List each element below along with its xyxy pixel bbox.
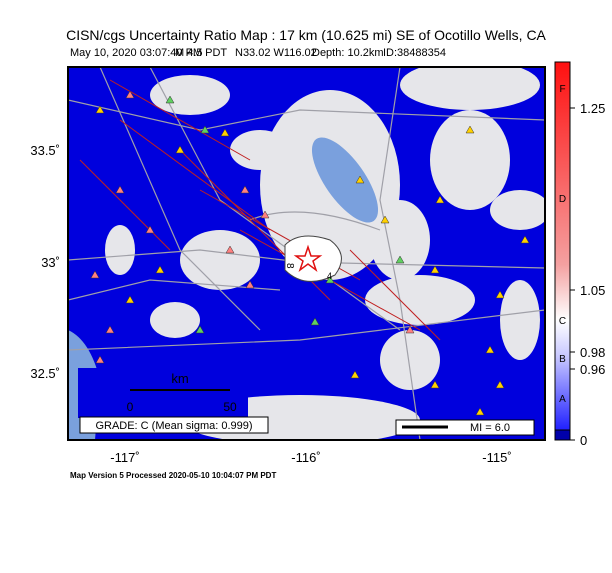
station xyxy=(245,280,255,289)
station xyxy=(155,265,165,274)
scale-bar: km 0 50 xyxy=(78,368,248,418)
low-uncertainty-area xyxy=(150,75,230,115)
station xyxy=(125,90,135,99)
low-uncertainty-area xyxy=(500,280,540,360)
station xyxy=(485,345,495,354)
road xyxy=(68,249,545,269)
station xyxy=(175,145,185,154)
scale-end: 50 xyxy=(223,400,237,414)
low-uncertainty-area xyxy=(150,302,200,338)
station xyxy=(200,125,210,134)
scale-start: 0 xyxy=(127,400,134,414)
low-uncertainty-area xyxy=(430,110,510,210)
station xyxy=(260,210,270,219)
station xyxy=(380,215,390,224)
station xyxy=(355,175,365,184)
colorbar-letter: D xyxy=(559,194,566,205)
road xyxy=(149,67,401,331)
station xyxy=(125,295,135,304)
station xyxy=(405,325,415,334)
info-item: May 10, 2020 03:07:40 PM PDT xyxy=(70,47,227,59)
contour-label: 8 xyxy=(284,263,295,269)
station xyxy=(115,185,125,194)
colorbar-tick-label: 0.96 xyxy=(580,362,605,377)
colorbar-letter: C xyxy=(559,316,566,327)
station xyxy=(430,265,440,274)
colorbar-letter: F xyxy=(559,84,565,95)
info-item: ID:38488354 xyxy=(383,47,446,59)
low-uncertainty-area xyxy=(180,230,260,290)
station xyxy=(395,255,405,264)
colorbar-letter: A xyxy=(559,394,566,405)
lat-label: 33˚ xyxy=(41,255,60,270)
lat-label: 33.5˚ xyxy=(30,143,60,158)
contour-label: 4 xyxy=(327,271,332,281)
colorbar-tick-label: 1.05 xyxy=(580,283,605,298)
colorbar-tick-label: 1.25 xyxy=(580,101,605,116)
station xyxy=(520,235,530,244)
station xyxy=(475,407,485,416)
mi-legend: MI = 6.0 xyxy=(470,422,510,434)
station xyxy=(95,105,105,114)
lon-label: -115˚ xyxy=(482,450,511,465)
station xyxy=(495,380,505,389)
low-uncertainty-area xyxy=(230,130,290,170)
colorbar-letter: B xyxy=(559,354,566,365)
station xyxy=(430,380,440,389)
fault xyxy=(119,119,271,231)
station xyxy=(95,355,105,364)
station xyxy=(225,245,235,254)
station xyxy=(220,128,230,137)
colorbar xyxy=(554,61,571,431)
fault xyxy=(349,249,441,341)
road xyxy=(68,309,545,351)
station xyxy=(165,95,175,104)
lat-label: 32.5˚ xyxy=(30,366,60,381)
road xyxy=(249,211,381,231)
low-uncertainty-area xyxy=(105,225,135,275)
road xyxy=(68,279,281,301)
low-uncertainty-area xyxy=(365,275,475,325)
scale-unit: km xyxy=(171,371,188,386)
road xyxy=(68,99,545,131)
lat-labels: 33.5˚ 33˚ 32.5˚ -117˚ -116˚ -115˚ xyxy=(30,143,511,465)
station xyxy=(350,370,360,379)
station xyxy=(325,275,335,284)
road xyxy=(99,67,261,331)
fault xyxy=(79,159,171,251)
low-uncertainty-area xyxy=(380,330,440,390)
grade: GRADE: C (Mean sigma: 0.999) xyxy=(95,420,252,432)
colorbar-tick-label: 0.98 xyxy=(580,345,605,360)
road xyxy=(379,67,421,440)
info-item: Depth: 10.2km xyxy=(312,47,384,59)
station xyxy=(240,185,250,194)
station xyxy=(495,290,505,299)
station xyxy=(195,325,205,334)
colorbar-labels: F D C B A 1.25 1.05 0.98 0.96 0 xyxy=(559,84,605,448)
footer: Map Version 5 Processed 2020-05-10 10:04… xyxy=(70,471,276,480)
fault xyxy=(109,79,251,161)
station xyxy=(435,195,445,204)
low-uncertainty-area xyxy=(490,190,545,230)
lon-label: -116˚ xyxy=(291,450,320,465)
station xyxy=(145,225,155,234)
low-uncertainty-area xyxy=(370,200,430,280)
title: CISN/cgs Uncertainty Ratio Map : 17 km (… xyxy=(66,27,546,43)
mi-box xyxy=(395,419,535,436)
info-item: N33.02 W116.02 xyxy=(235,47,317,59)
info-item: M 4.5 xyxy=(175,47,203,59)
low-uncertainty-area xyxy=(400,67,540,110)
colorbar-tick-label: 0 xyxy=(580,433,587,448)
station xyxy=(105,325,115,334)
station xyxy=(465,125,475,134)
lon-label: -117˚ xyxy=(110,450,139,465)
station xyxy=(90,270,100,279)
grade-box xyxy=(79,416,269,434)
station xyxy=(310,317,320,326)
